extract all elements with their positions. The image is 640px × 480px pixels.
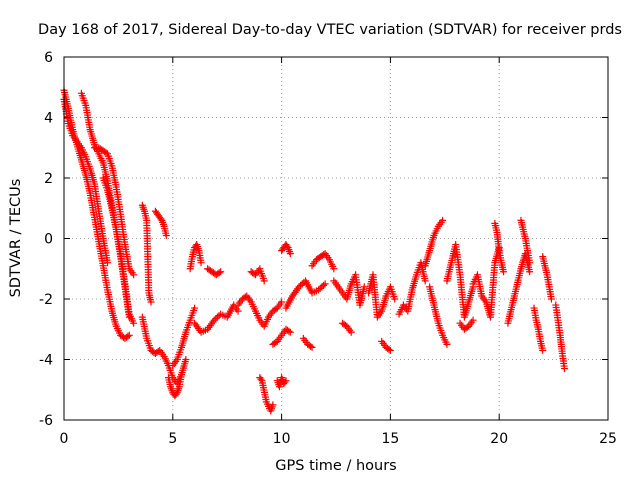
data-point bbox=[386, 346, 394, 354]
x-tick-labels: 0 5 10 15 20 25 bbox=[60, 431, 617, 447]
data-point bbox=[217, 268, 225, 276]
data-point bbox=[547, 295, 555, 303]
gridlines bbox=[64, 57, 608, 420]
data-point bbox=[234, 307, 242, 315]
data-point bbox=[500, 268, 508, 276]
data-point bbox=[130, 319, 138, 327]
chart-title: Day 168 of 2017, Sidereal Day-to-day VTE… bbox=[38, 22, 622, 38]
data-point bbox=[281, 378, 289, 386]
x-axis-label: GPS time / hours bbox=[275, 458, 396, 474]
x-tick-label: 5 bbox=[168, 431, 177, 447]
y-axis-label: SDTVAR / TECUs bbox=[8, 179, 24, 298]
x-tick-label: 25 bbox=[599, 431, 617, 447]
data-point bbox=[191, 304, 199, 312]
data-point bbox=[172, 390, 180, 398]
x-tick-label: 20 bbox=[490, 431, 508, 447]
y-tick-label: 6 bbox=[44, 50, 53, 66]
axis-ticks bbox=[63, 56, 609, 421]
data-point bbox=[315, 286, 323, 294]
y-tick-label: -2 bbox=[39, 292, 53, 308]
data-point bbox=[197, 259, 205, 267]
data-point bbox=[469, 316, 477, 324]
data-point bbox=[282, 377, 290, 385]
y-tick-label: -6 bbox=[39, 413, 53, 429]
data-point bbox=[421, 277, 429, 285]
data-point bbox=[278, 298, 286, 306]
data-point bbox=[297, 281, 305, 289]
y-tick-labels: -6 -4 -2 0 2 4 6 bbox=[39, 50, 53, 429]
data-point bbox=[560, 365, 568, 373]
data-point bbox=[104, 259, 112, 267]
data-point bbox=[260, 277, 268, 285]
data-point bbox=[125, 331, 133, 339]
x-tick-label: 10 bbox=[273, 431, 291, 447]
data-point bbox=[526, 268, 534, 276]
data-point bbox=[298, 280, 306, 288]
data-point bbox=[360, 283, 368, 291]
data-point bbox=[157, 215, 165, 223]
data-point bbox=[130, 271, 138, 279]
data-point bbox=[286, 250, 294, 258]
data-point bbox=[182, 356, 190, 363]
data-point bbox=[330, 265, 338, 273]
data-point bbox=[285, 327, 293, 335]
data-point bbox=[269, 401, 277, 409]
data-point bbox=[318, 283, 326, 291]
data-point bbox=[212, 315, 220, 323]
data-point bbox=[307, 342, 315, 350]
data-point bbox=[124, 332, 132, 340]
data-point bbox=[308, 343, 316, 351]
data-point bbox=[347, 328, 355, 336]
data-point bbox=[213, 313, 221, 321]
y-tick-label: 0 bbox=[44, 232, 53, 248]
data-point bbox=[162, 231, 170, 239]
data-point bbox=[286, 328, 294, 336]
data-point bbox=[526, 259, 534, 267]
data-point bbox=[539, 346, 547, 354]
data-point bbox=[391, 295, 399, 303]
data-point bbox=[147, 298, 155, 306]
data-point bbox=[385, 345, 393, 353]
data-point bbox=[295, 283, 303, 291]
data-point bbox=[319, 281, 327, 289]
data-point bbox=[316, 284, 324, 292]
data-point bbox=[443, 340, 451, 348]
y-tick-label: 4 bbox=[44, 111, 53, 127]
data-points bbox=[60, 86, 568, 415]
x-tick-label: 15 bbox=[381, 431, 399, 447]
data-point bbox=[283, 242, 291, 250]
data-point bbox=[257, 375, 265, 383]
x-tick-label: 0 bbox=[60, 431, 69, 447]
data-point bbox=[178, 371, 186, 379]
data-point bbox=[439, 216, 447, 224]
y-tick-label: -4 bbox=[39, 353, 53, 369]
data-point bbox=[210, 316, 218, 324]
y-tick-label: 2 bbox=[44, 171, 53, 187]
data-point bbox=[215, 269, 223, 277]
data-point bbox=[321, 280, 329, 288]
